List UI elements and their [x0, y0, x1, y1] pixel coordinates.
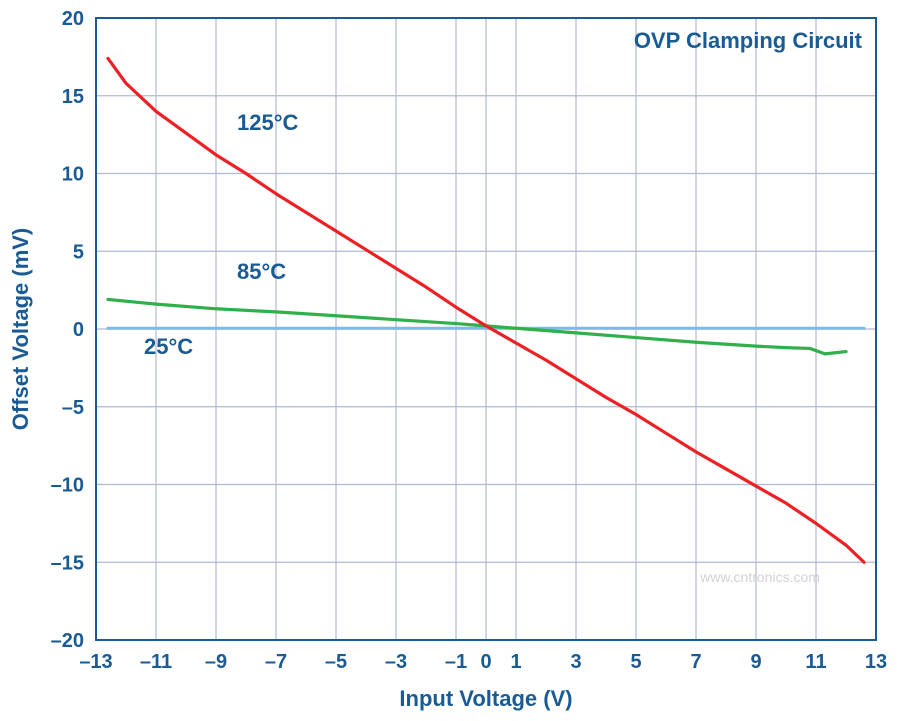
x-tick-label: 0 [480, 651, 491, 673]
x-tick-label: –5 [325, 651, 347, 673]
x-tick-label: –3 [385, 651, 407, 673]
y-tick-label: 5 [73, 241, 84, 263]
x-axis-title: Input Voltage (V) [399, 686, 572, 711]
x-tick-label: –1 [445, 651, 467, 673]
x-tick-label: –9 [205, 651, 227, 673]
x-tick-label: 1 [510, 651, 521, 673]
y-tick-label: –15 [51, 552, 84, 574]
x-tick-label: 9 [750, 651, 761, 673]
x-tick-label: 3 [570, 651, 581, 673]
chart-svg: –13–11–9–7–5–3–10135791113–20–15–10–5051… [0, 0, 902, 721]
x-tick-label: –7 [265, 651, 287, 673]
series-label: 125°C [237, 110, 299, 135]
y-tick-label: –10 [51, 475, 84, 497]
x-tick-label: 5 [630, 651, 641, 673]
y-tick-label: 10 [62, 164, 84, 186]
y-tick-label: 15 [62, 86, 84, 108]
y-tick-label: 20 [62, 8, 84, 30]
y-tick-label: –5 [62, 397, 84, 419]
x-tick-label: –11 [140, 651, 172, 673]
chart-container: –13–11–9–7–5–3–10135791113–20–15–10–5051… [0, 0, 902, 721]
watermark-text: www.cntronics.com [699, 569, 820, 585]
x-tick-label: 13 [865, 651, 887, 673]
series-label: 25°C [144, 334, 193, 359]
y-axis-title: Offset Voltage (mV) [8, 228, 33, 431]
x-tick-label: 11 [805, 651, 826, 673]
chart-title: OVP Clamping Circuit [634, 28, 863, 53]
y-tick-label: 0 [73, 319, 84, 341]
x-tick-label: 7 [690, 651, 701, 673]
y-tick-label: –20 [51, 630, 84, 652]
series-label: 85°C [237, 259, 286, 284]
x-tick-label: –13 [79, 651, 112, 673]
